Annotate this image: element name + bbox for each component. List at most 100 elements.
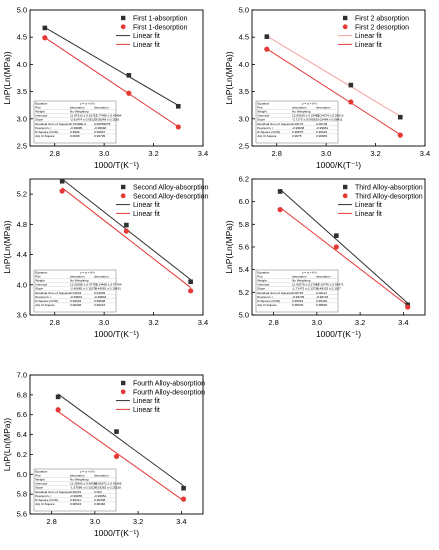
fit-line <box>57 393 184 487</box>
legend-label: Linear fit <box>133 33 160 40</box>
fit-table-cell: Equation <box>257 270 269 274</box>
legend-label: Second Alloy-absorption <box>133 185 209 192</box>
fit-table-cell: Pearson's r <box>35 126 51 130</box>
y-tick-label: 3.6 <box>17 311 27 320</box>
x-tick-label: 2.8 <box>271 149 281 158</box>
fit-table-cell: absorption <box>292 105 307 109</box>
fit-table: Equation y = a + b*x Plot absorption desorpt… <box>33 468 122 512</box>
data-point-circle <box>55 407 61 413</box>
fit-table-cell: Intercept <box>257 114 269 118</box>
y-tick-label: 6.6 <box>17 410 27 419</box>
x-tick-label: 3.0 <box>321 149 331 158</box>
legend-label: First 2 absorption <box>355 16 409 23</box>
fit-table-cell: Slope <box>257 287 265 291</box>
data-point-square <box>348 82 354 88</box>
legend-label: Fourth Alloy-desorption <box>133 389 205 396</box>
y-tick-label: 2.5 <box>17 142 27 151</box>
y-tick-label: 5.6 <box>239 243 249 252</box>
fit-table-cell: 0.99308 <box>94 498 105 502</box>
y-tick-label: 3.0 <box>239 114 249 123</box>
fit-table-cell: No Weighting <box>70 110 89 114</box>
x-axis-label: 1000/T(K⁻¹) <box>316 329 361 339</box>
fit-table-cell: -1.71475 ± 0.13728 <box>292 287 319 291</box>
data-point-square <box>181 485 186 491</box>
fit-table-cell: Residual Sum of Squares <box>35 490 71 494</box>
fit-table-cell: Plot <box>35 274 40 278</box>
fit-table-cell: -2.40885 ± 0.15278 <box>70 287 97 291</box>
x-tick-label: 3.2 <box>148 149 158 158</box>
x-tick-label: 3.4 <box>176 517 186 526</box>
fit-table-cell: 12.77486 ± 0.45484 <box>94 114 122 118</box>
legend-marker-circle <box>120 193 126 199</box>
fit-table: Equation y = a + b*x Plot absorption desorpt… <box>255 100 344 144</box>
data-point-circle <box>397 132 403 138</box>
fit-table-cell: 0.99604 <box>70 299 81 303</box>
fit-table-frame <box>255 100 339 144</box>
data-point-circle <box>180 496 187 502</box>
x-tick-label: 3.2 <box>133 517 143 526</box>
x-tick-label: 3.4 <box>198 149 208 158</box>
data-point-circle <box>348 99 354 105</box>
fit-table-cell: 0.99019 <box>292 299 303 303</box>
y-tick-label: 4.4 <box>17 250 27 259</box>
fit-table-cell: -2.61474 ± 0.05127 <box>70 118 97 122</box>
data-point-square <box>277 189 283 194</box>
y-tick-label: 6.0 <box>17 470 27 479</box>
fit-table-cell: 11.00276 ± 0.27857 <box>292 283 320 287</box>
fit-table-cell: desorption <box>316 274 331 278</box>
fit-table-frame <box>33 269 117 313</box>
fit-table-cell: Adj. R-Square <box>257 303 277 307</box>
legend-label: Linear fit <box>133 202 160 209</box>
fit-table-cell: No Weighting <box>70 279 89 283</box>
legend-label: Linear fit <box>133 211 160 218</box>
fit-table-cell: -1.53382 ± 0.15328 <box>94 486 121 490</box>
data-point-circle <box>123 228 129 234</box>
fit-table-cell: -3.02484 ± 0.08411 <box>316 118 343 122</box>
fit-table-cell: 0.99875 <box>292 130 303 134</box>
y-tick-label: 5.4 <box>239 265 249 274</box>
fit-table-cell: 0.98039 <box>292 303 303 307</box>
y-tick-label: 5.0 <box>239 6 249 15</box>
fit-table-cell: 0.00745 <box>292 291 303 295</box>
fit-table-cell: 0.99215 <box>94 303 105 307</box>
fit-table-cell: R-Square (COD) <box>35 498 58 502</box>
x-tick-label: 3.4 <box>420 149 430 158</box>
y-tick-label: 6.0 <box>239 197 249 206</box>
y-tick-label: 6.8 <box>17 390 27 399</box>
fit-table-cell: 11.87313 ± 0.16717 <box>70 114 98 118</box>
fit-table-cell: 11.25665 ± 0.40006 <box>70 482 98 486</box>
fit-table-cell: absorption <box>70 473 85 477</box>
y-tick-label: 2.5 <box>239 142 249 151</box>
fit-table-cell: Pearson's r <box>257 295 273 299</box>
fit-table-cell: -2.7175 ± 0.09582 <box>292 118 317 122</box>
data-point-circle <box>59 188 65 194</box>
fit-table-cell: 0.98624 <box>70 502 81 506</box>
fit-table-cell: desorption <box>94 105 109 109</box>
fit-line <box>44 27 179 106</box>
fit-table-cell: Residual Sum of Squares <box>35 291 71 295</box>
fit-table-cell: 10.96971 ± 0.43305 <box>94 482 122 486</box>
fit-table-cell: desorption <box>94 274 109 278</box>
fit-table-cell: -3.00048 ± 0.1516 <box>94 118 119 122</box>
legend-label: Third Alloy-absorption <box>355 185 423 192</box>
fit-table-cell: No Weighting <box>70 478 89 482</box>
x-tick-label: 2.8 <box>46 517 56 526</box>
fit-line <box>61 187 191 288</box>
data-point-circle <box>405 304 411 310</box>
fit-table-cell: Adj. R-Square <box>35 134 55 138</box>
x-axis-label: 1000/T(K⁻¹) <box>94 528 139 538</box>
y-tick-label: 6.2 <box>17 450 27 459</box>
fit-table-cell: -0.99723 <box>316 295 328 299</box>
data-point-circle <box>264 46 270 52</box>
fit-table-cell: Adj. R-Square <box>257 134 277 138</box>
fit-table-cell: 0.01524 <box>70 291 81 295</box>
fit-table-cell: -0.99801 <box>70 295 82 299</box>
y-tick-label: 6.2 <box>239 175 249 184</box>
fit-table-cell: 0.00291 <box>70 490 81 494</box>
y-tick-label: 7.0 <box>17 371 27 380</box>
legend-marker-square <box>121 184 126 190</box>
legend-label: Linear fit <box>355 211 382 218</box>
fit-line <box>44 37 179 128</box>
data-point-square <box>188 279 193 285</box>
